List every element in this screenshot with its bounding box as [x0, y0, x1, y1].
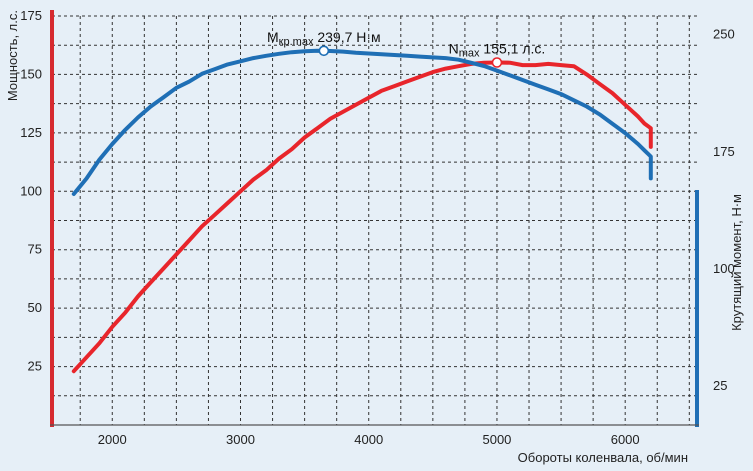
peak-torque-marker — [318, 45, 330, 57]
tick-labels: 2000 3000 4000 5000 6000 25 50 75 100 125 150 175 25… — [20, 8, 734, 447]
grid — [52, 15, 697, 425]
power-series-line — [71, 60, 653, 374]
x-tick-label: 4000 — [354, 432, 383, 447]
y-tick-label-right: 175 — [713, 144, 735, 159]
y-axis-label-right: Крутящий момент, Н·м — [729, 194, 744, 331]
peak-power-marker — [491, 57, 503, 68]
axes — [50, 10, 699, 427]
x-tick-label: 2000 — [98, 432, 127, 447]
y-tick-label-left: 50 — [28, 300, 42, 315]
peak-power-label: Nmax 155,1 л.с. — [449, 41, 546, 60]
annotations: Nmax 155,1 л.с. Mкр.max 239,7 Н·м — [267, 29, 546, 68]
series-lines — [71, 48, 653, 374]
y-tick-label-left: 125 — [20, 125, 42, 140]
torque-series-line — [71, 48, 653, 196]
x-axis-label: Обороты коленвала, об/мин — [518, 450, 688, 465]
y-tick-label-left: 100 — [20, 183, 42, 198]
y-axis-label-left: Мощность, л.с. — [5, 10, 20, 101]
y-tick-label-left: 150 — [20, 66, 42, 81]
y-tick-label-right: 100 — [713, 261, 735, 276]
y-tick-label-left: 175 — [20, 8, 42, 23]
x-tick-label: 5000 — [482, 432, 511, 447]
y-tick-label-left: 75 — [28, 242, 42, 257]
y-tick-label-right: 25 — [713, 378, 727, 393]
peak-torque-label: Mкр.max 239,7 Н·м — [267, 29, 381, 48]
x-tick-label: 3000 — [226, 432, 255, 447]
y-tick-label-right: 250 — [713, 27, 735, 42]
y-tick-label-left: 25 — [28, 359, 42, 374]
x-tick-label: 6000 — [611, 432, 640, 447]
